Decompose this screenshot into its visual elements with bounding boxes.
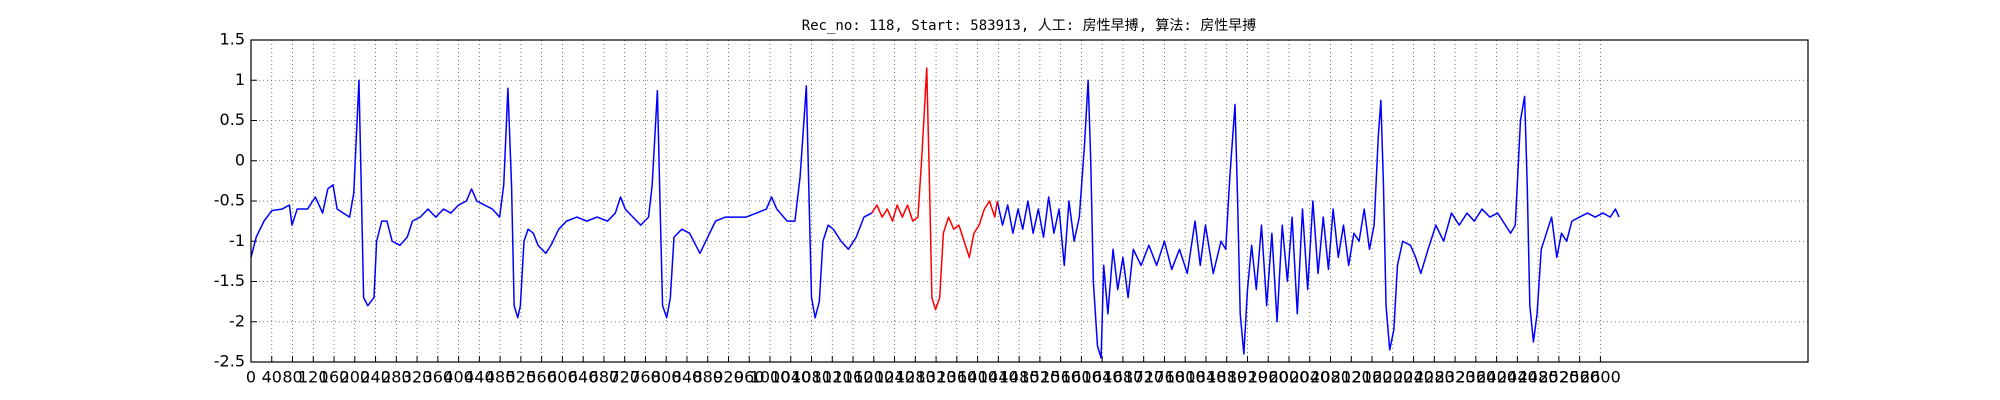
x-tick-label: 400 [443, 368, 474, 387]
y-tick-label: -1 [229, 231, 245, 250]
x-tick-label: 2480 [1518, 368, 1559, 387]
x-tick-label: 2520 [1539, 368, 1580, 387]
x-tick-label: 120 [298, 368, 329, 387]
plot-frame [250, 39, 1809, 363]
x-tick-label: 2320 [1435, 368, 1476, 387]
x-tick-label: 2000 [1269, 368, 1310, 387]
x-tick-label: 440 [464, 368, 495, 387]
x-tick-label: 2160 [1352, 368, 1393, 387]
y-tick-label: 1.5 [220, 30, 245, 49]
x-tick-label: 240 [360, 368, 391, 387]
x-tick-label: 360 [423, 368, 454, 387]
x-tick-label: 1960 [1248, 368, 1289, 387]
x-tick-label: 1720 [1123, 368, 1164, 387]
x-tick-label: 600 [547, 368, 578, 387]
x-tick-label: 0 [246, 368, 256, 387]
x-tick-label: 1680 [1103, 368, 1144, 387]
y-tick-label: -2.5 [214, 352, 245, 371]
x-tick-label: 80 [282, 368, 302, 387]
x-tick-label: 1480 [999, 368, 1040, 387]
x-tick-label: 1080 [791, 368, 832, 387]
y-tick-label: -1.5 [214, 271, 245, 290]
x-tick-label: 2600 [1580, 368, 1621, 387]
chart-title: Rec_no: 118, Start: 583913, 人工: 房性早搏, 算法… [802, 17, 1257, 34]
x-tick-label: 2440 [1497, 368, 1538, 387]
x-tick-label: 640 [568, 368, 599, 387]
signal-line [250, 79, 1620, 359]
x-tick-label: 1560 [1040, 368, 1081, 387]
x-tick-label: 1040 [770, 368, 811, 387]
x-tick-label: 880 [692, 368, 723, 387]
x-tick-label: 1280 [895, 368, 936, 387]
x-tick-label: 1000 [750, 368, 791, 387]
x-tick-label: 1160 [833, 368, 874, 387]
y-tick-label: -2 [229, 311, 245, 330]
x-tick-label: 760 [630, 368, 661, 387]
x-tick-label: 1760 [1144, 368, 1185, 387]
x-tick-label: 1840 [1186, 368, 1227, 387]
x-tick-label: 40 [262, 368, 282, 387]
x-tick-label: 2040 [1289, 368, 1330, 387]
x-tick-label: 2560 [1559, 368, 1600, 387]
x-tick-label: 680 [589, 368, 620, 387]
x-tick-label: 2080 [1310, 368, 1351, 387]
x-tick-label: 2240 [1393, 368, 1434, 387]
x-tick-label: 480 [485, 368, 516, 387]
x-tick-label: 560 [526, 368, 557, 387]
x-tick-label: 1800 [1165, 368, 1206, 387]
x-tick-label: 200 [340, 368, 371, 387]
x-tick-label: 1120 [812, 368, 853, 387]
x-tick-label: 1240 [874, 368, 915, 387]
x-tick-label: 2360 [1455, 368, 1496, 387]
x-tick-label: 2400 [1476, 368, 1517, 387]
y-tick-label: 0.5 [220, 110, 245, 129]
x-tick-label: 1200 [853, 368, 894, 387]
x-tick-label: 1640 [1082, 368, 1123, 387]
y-tick-label: 0 [235, 150, 245, 169]
x-tick-label: 1400 [957, 368, 998, 387]
signal-line [871, 67, 999, 311]
x-tick-label: 280 [381, 368, 412, 387]
x-tick-label: 960 [734, 368, 765, 387]
x-tick-label: 1440 [978, 368, 1019, 387]
x-tick-label: 520 [506, 368, 537, 387]
x-tick-label: 2200 [1372, 368, 1413, 387]
x-tick-label: 920 [713, 368, 744, 387]
x-tick-label: 1920 [1227, 368, 1268, 387]
y-tick-label: 1 [235, 70, 245, 89]
x-tick-label: 1600 [1061, 368, 1102, 387]
y-tick-label: -0.5 [214, 191, 245, 210]
x-tick-label: 320 [402, 368, 433, 387]
x-tick-label: 160 [319, 368, 350, 387]
x-tick-label: 1320 [916, 368, 957, 387]
x-tick-label: 2280 [1414, 368, 1455, 387]
x-tick-label: 1360 [936, 368, 977, 387]
x-tick-label: 800 [651, 368, 682, 387]
x-tick-label: 720 [609, 368, 640, 387]
x-tick-label: 840 [672, 368, 703, 387]
x-tick-label: 1880 [1206, 368, 1247, 387]
x-tick-label: 2120 [1331, 368, 1372, 387]
x-tick-label: 1520 [1020, 368, 1061, 387]
